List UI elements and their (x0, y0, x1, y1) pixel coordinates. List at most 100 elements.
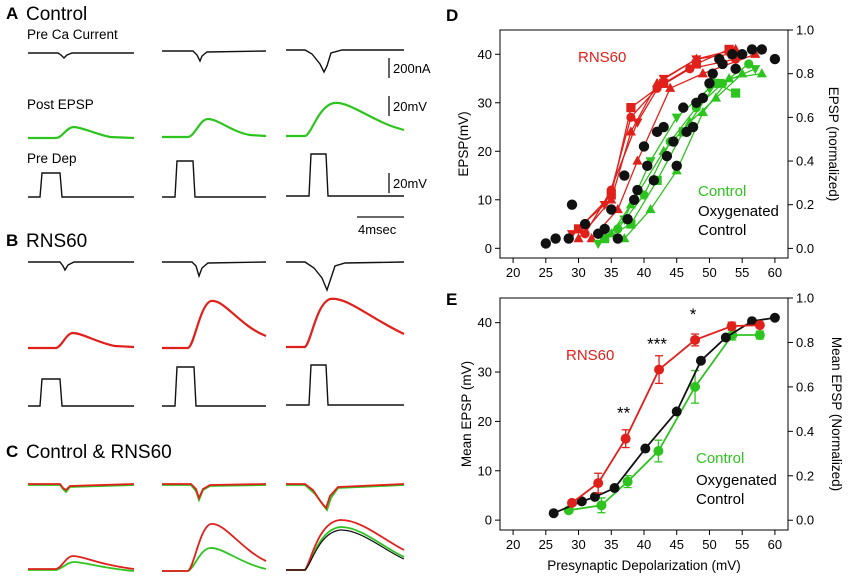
data-point (754, 320, 765, 331)
annotation-oxygenated: Oxygenated (698, 203, 779, 220)
data-point (632, 155, 643, 165)
data-point (619, 170, 630, 181)
data-point (756, 44, 768, 55)
x-tick-label: 20 (506, 537, 520, 552)
y2-tick-label: 0.6 (796, 110, 814, 125)
y-tick-label: 20 (478, 144, 492, 159)
y2-tick-label: 0.4 (796, 424, 814, 439)
data-point (668, 136, 679, 147)
y-tick-label: 30 (478, 95, 492, 110)
significance-marker: ** (617, 404, 631, 423)
data-point (750, 65, 761, 75)
x-tick-label: 35 (604, 265, 618, 280)
data-point (576, 496, 587, 507)
y2-axis-label: EPSP (normalized) (826, 87, 841, 202)
panel-c-ca-traces (28, 483, 405, 512)
scalebar-current-label: 200nA (393, 61, 431, 76)
y2-tick-label: 0.0 (796, 513, 814, 528)
significance-marker: * (690, 305, 697, 324)
data-point (690, 381, 701, 392)
annotation-oxygenated-control: Control (698, 222, 746, 239)
dep-trace-2 (162, 160, 266, 198)
data-point (695, 355, 706, 366)
time-scale-label: 4msec (358, 222, 397, 237)
x-tick-label: 45 (669, 537, 683, 552)
ca-trace-2 (162, 50, 267, 63)
data-point (573, 233, 584, 243)
data-point (632, 184, 643, 196)
data-point (690, 334, 701, 345)
data-point (612, 233, 624, 244)
panel-a-title: Control (26, 4, 87, 25)
annotation-control: Control (696, 450, 744, 467)
data-point (628, 194, 640, 205)
x-tick-label: 55 (735, 537, 749, 552)
y-axis-label: EPSP(mV) (456, 111, 471, 176)
data-point (707, 68, 718, 79)
x-tick-label: 20 (506, 265, 520, 280)
ca-trace-3 (286, 49, 404, 74)
x-tick-label: 40 (637, 537, 651, 552)
plot-frame (499, 297, 789, 531)
series-control (593, 59, 767, 249)
panel-b-dep-traces (28, 364, 404, 407)
panel-a-letter: A (6, 4, 18, 23)
data-point (671, 160, 682, 172)
panel-e-letter: E (446, 290, 457, 309)
data-point (691, 97, 702, 108)
series-oxygenated-control (540, 44, 781, 249)
data-point (691, 59, 701, 69)
x-tick-label: 35 (604, 537, 618, 552)
data-point (756, 68, 767, 78)
y-tick-label: 20 (478, 414, 492, 429)
panel-b-ca-traces (28, 261, 405, 292)
data-point (606, 185, 616, 195)
panel-c-letter: C (6, 442, 18, 461)
data-point (714, 53, 725, 65)
data-point (769, 312, 780, 323)
x-tick-label: 55 (735, 265, 749, 280)
y-tick-label: 10 (478, 463, 492, 478)
data-point (671, 113, 682, 123)
data-point (678, 102, 689, 113)
data-point (599, 223, 610, 235)
x-tick-label: 50 (702, 537, 716, 552)
data-point (600, 233, 610, 244)
data-point (579, 218, 591, 230)
scalebar-epsp-label: 20mV (393, 99, 427, 114)
epsp-trace-1 (28, 125, 135, 140)
data-point (730, 63, 741, 75)
data-point (589, 491, 600, 502)
y-tick-label: 40 (478, 47, 492, 62)
x-tick-label: 25 (539, 537, 553, 552)
data-point (642, 160, 653, 172)
x-axis-label: Presynaptic Depolarization (mV) (547, 558, 741, 573)
series-line (584, 58, 736, 235)
epsp-trace-2 (162, 117, 267, 139)
data-point (736, 49, 748, 60)
panel-c-title: Control & RNS60 (26, 442, 172, 463)
series-line (553, 316, 776, 515)
data-point (746, 44, 758, 55)
annotation-control: Control (698, 183, 746, 200)
data-point (580, 229, 590, 239)
data-point (626, 112, 636, 122)
y-tick-label: 30 (478, 365, 492, 380)
row-label-post-epsp: Post EPSP (27, 97, 94, 112)
data-point (731, 88, 741, 98)
data-point (596, 500, 607, 511)
row-label-ca-current: Pre Ca Current (27, 27, 118, 42)
x-tick-label: 60 (768, 265, 782, 280)
chart-e: 20 25 30 35 40 45 50 55 60 0 10 20 30 40 0.0 0.2 0.4 0.6 0… (459, 291, 844, 574)
y2-tick-label: 0.2 (796, 197, 814, 212)
dep-trace-1 (28, 172, 134, 198)
data-point (622, 213, 633, 225)
y2-tick-label: 0.4 (796, 154, 814, 169)
ca-trace-1 (28, 52, 134, 59)
data-point (654, 364, 665, 375)
data-point (691, 53, 702, 63)
panel-a-ca-traces (28, 49, 404, 74)
data-point (652, 83, 662, 93)
series-line (623, 73, 762, 240)
data-point (550, 233, 561, 244)
